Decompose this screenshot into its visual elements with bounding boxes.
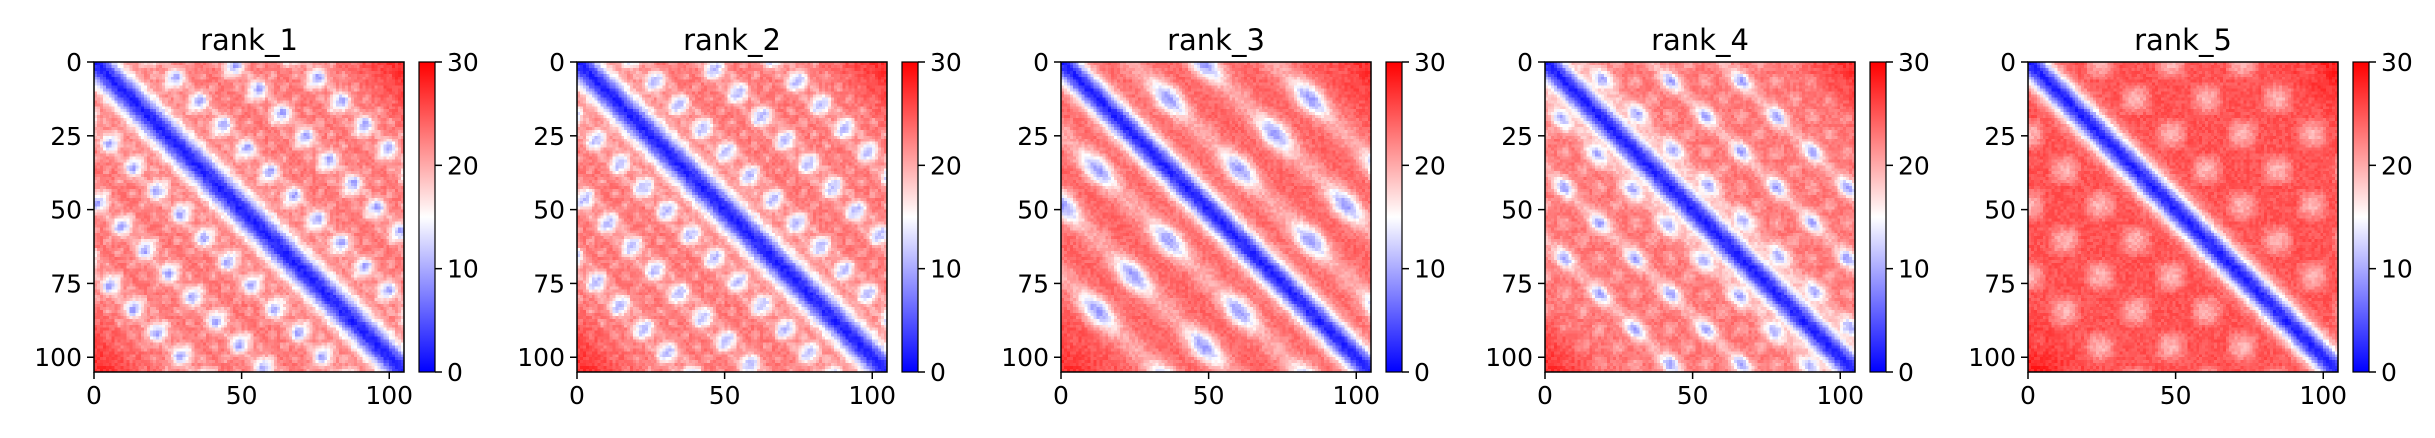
y-tick-label: 25 (1984, 122, 2016, 151)
colorbar-tick-label: 30 (1898, 48, 1930, 77)
x-tick-label: 100 (1816, 381, 1864, 410)
axes-frame (2027, 61, 2339, 373)
panel-title: rank_5 (2134, 23, 2232, 57)
colorbar-tick-label: 30 (930, 48, 962, 77)
colorbar (1869, 61, 1887, 373)
y-tick-label: 75 (1984, 269, 2016, 298)
y-tick-label: 100 (1001, 343, 1049, 372)
y-tick-label: 0 (549, 48, 565, 77)
panel-title: rank_3 (1167, 23, 1265, 57)
x-tick-label: 0 (1053, 381, 1069, 410)
colorbar (2352, 61, 2370, 373)
y-tick-label: 100 (517, 343, 565, 372)
x-tick-label: 100 (848, 381, 896, 410)
colorbar-tick-label: 10 (2381, 255, 2413, 284)
heatmap-image (577, 62, 887, 372)
colorbar-tick-label: 0 (447, 358, 463, 387)
y-tick-label: 0 (1517, 48, 1533, 77)
y-tick-label: 100 (1968, 343, 2016, 372)
colorbar-tick-label: 0 (930, 358, 946, 387)
y-tick-label: 50 (50, 196, 82, 225)
y-tick-label: 0 (1033, 48, 1049, 77)
colorbar-tick-label: 0 (2381, 358, 2397, 387)
heatmap-image (2028, 62, 2338, 372)
colorbar-tick-label: 20 (1898, 151, 1930, 180)
colorbar-tick-label: 0 (1414, 358, 1430, 387)
colorbar-tick-label: 20 (2381, 151, 2413, 180)
colorbar-tick-label: 10 (447, 255, 479, 284)
panel-title: rank_2 (683, 23, 781, 57)
y-tick-label: 25 (1501, 122, 1533, 151)
colorbar-tick-label: 10 (930, 255, 962, 284)
axes-frame (93, 61, 405, 373)
x-tick-label: 50 (709, 381, 741, 410)
axes-frame (1544, 61, 1856, 373)
x-tick-label: 100 (2299, 381, 2347, 410)
panel-title: rank_4 (1651, 23, 1749, 57)
colorbar-tick-label: 20 (447, 151, 479, 180)
colorbar-tick-label: 10 (1898, 255, 1930, 284)
y-tick-label: 75 (1501, 269, 1533, 298)
heatmap-image (94, 62, 404, 372)
heatmap-image (1545, 62, 1855, 372)
colorbar-tick-label: 0 (1898, 358, 1914, 387)
x-tick-label: 0 (86, 381, 102, 410)
x-tick-label: 100 (1332, 381, 1380, 410)
heatmap-image (1061, 62, 1371, 372)
y-tick-label: 75 (533, 269, 565, 298)
y-tick-label: 50 (1017, 196, 1049, 225)
y-tick-label: 25 (533, 122, 565, 151)
y-tick-label: 25 (50, 122, 82, 151)
colorbar-tick-label: 20 (1414, 151, 1446, 180)
y-tick-label: 0 (2000, 48, 2016, 77)
colorbar-tick-label: 10 (1414, 255, 1446, 284)
x-tick-label: 50 (1193, 381, 1225, 410)
colorbar-tick-label: 30 (447, 48, 479, 77)
x-tick-label: 50 (2160, 381, 2192, 410)
colorbar (418, 61, 436, 373)
axes-frame (576, 61, 888, 373)
colorbar (901, 61, 919, 373)
x-tick-label: 50 (226, 381, 258, 410)
y-tick-label: 75 (1017, 269, 1049, 298)
y-tick-label: 100 (34, 343, 82, 372)
x-tick-label: 0 (1537, 381, 1553, 410)
x-tick-label: 0 (2020, 381, 2036, 410)
y-tick-label: 25 (1017, 122, 1049, 151)
colorbar-tick-label: 30 (1414, 48, 1446, 77)
y-tick-label: 100 (1485, 343, 1533, 372)
y-tick-label: 75 (50, 269, 82, 298)
y-tick-label: 50 (533, 196, 565, 225)
colorbar-tick-label: 20 (930, 151, 962, 180)
colorbar (1385, 61, 1403, 373)
colorbar-tick-label: 30 (2381, 48, 2413, 77)
y-tick-label: 50 (1501, 196, 1533, 225)
axes-frame (1060, 61, 1372, 373)
x-tick-label: 50 (1677, 381, 1709, 410)
x-tick-label: 100 (365, 381, 413, 410)
panel-title: rank_1 (200, 23, 298, 57)
x-tick-label: 0 (569, 381, 585, 410)
y-tick-label: 50 (1984, 196, 2016, 225)
y-tick-label: 0 (66, 48, 82, 77)
